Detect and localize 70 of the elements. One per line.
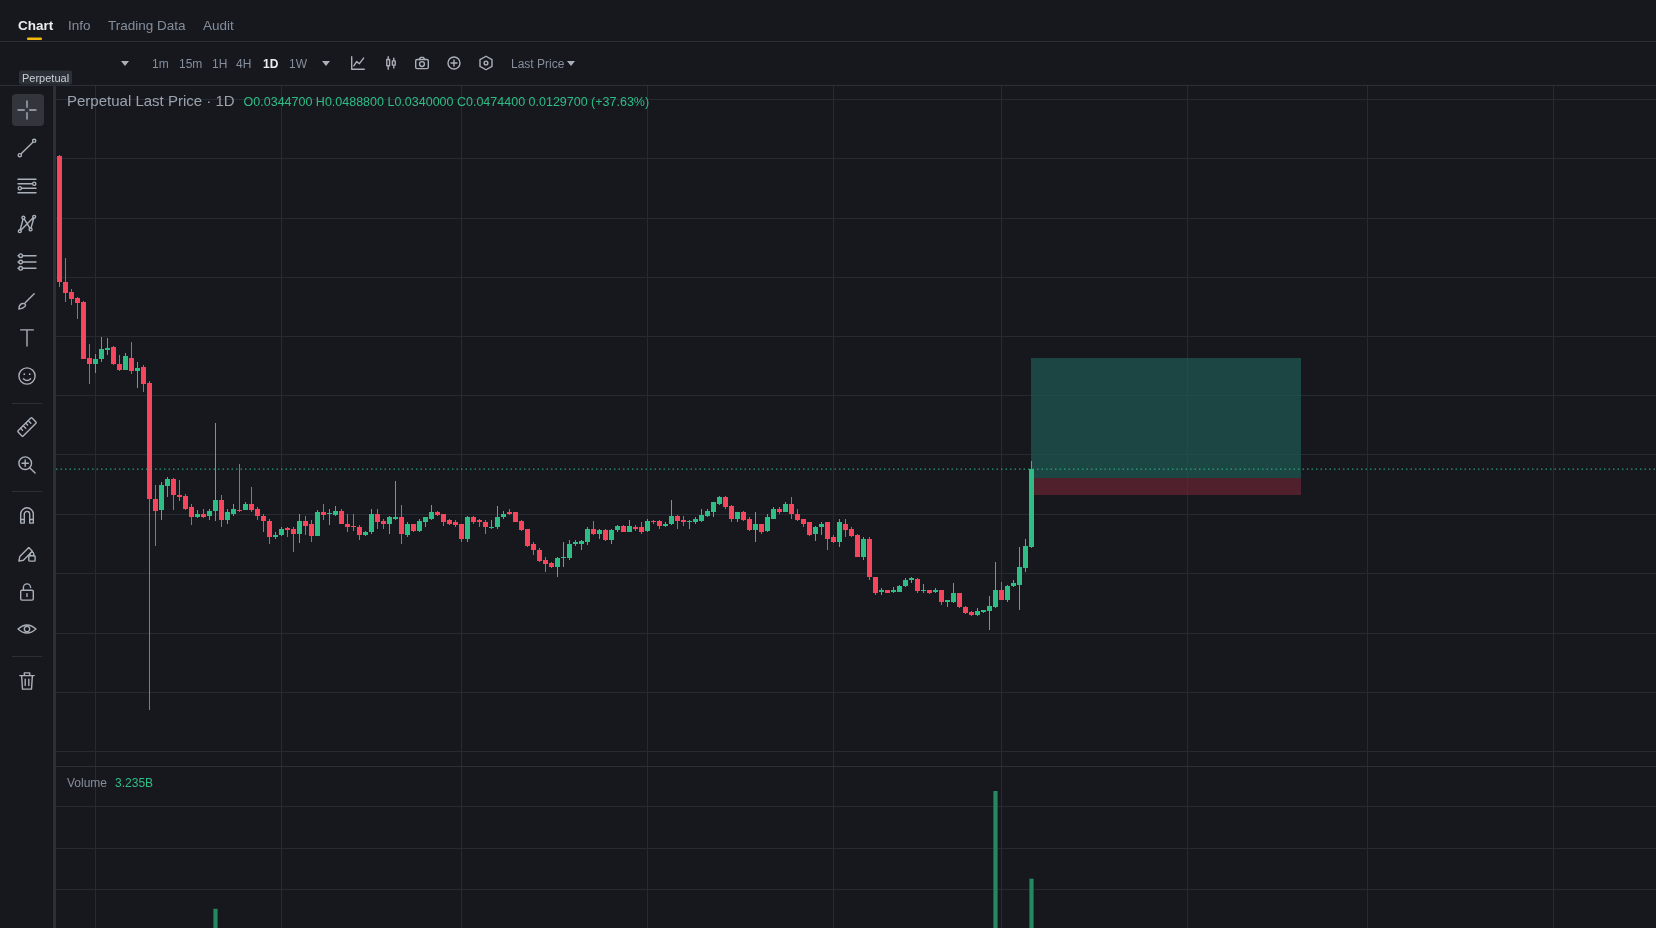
candlestick — [861, 536, 866, 561]
candlestick — [117, 354, 122, 372]
candlestick — [207, 508, 212, 520]
text: 1D — [263, 56, 279, 71]
candlestick — [363, 530, 368, 536]
candlestick — [645, 519, 650, 532]
candlestick — [921, 584, 926, 593]
candlestick — [879, 588, 884, 596]
candlestick — [357, 525, 362, 541]
candlestick — [957, 592, 962, 609]
candlestick — [783, 501, 788, 513]
candlestick — [297, 514, 302, 543]
candlestick — [603, 529, 608, 541]
candlestick — [939, 589, 944, 606]
candlestick — [237, 463, 242, 513]
candlestick — [321, 504, 326, 521]
chart-title: Volume — [67, 776, 108, 790]
chart-subtitle: O0.0344700 H0.0488800 L0.0340000 C0.0474400 0.0129700 (+37.63%) — [243, 95, 650, 109]
text: Chart — [18, 18, 54, 33]
candlestick — [753, 512, 758, 542]
candlestick — [57, 155, 62, 287]
candlestick — [885, 589, 890, 594]
candlestick — [591, 520, 596, 536]
candlestick — [153, 484, 158, 546]
candlestick — [735, 511, 740, 522]
chart-title: Perpetual Last Price · 1D — [67, 92, 235, 109]
candlestick — [999, 581, 1004, 601]
candlestick — [759, 523, 764, 535]
candlestick — [813, 525, 818, 541]
text: 1W — [289, 56, 308, 71]
candlestick — [201, 508, 206, 518]
candlestick — [369, 508, 374, 534]
candlestick — [663, 522, 668, 527]
text: 1m — [152, 56, 169, 71]
candlestick — [873, 576, 878, 596]
candlestick — [1005, 585, 1010, 602]
chart-subtitle: 3.235B — [115, 776, 154, 790]
candlestick — [219, 494, 224, 527]
candlestick — [669, 500, 674, 526]
candlestick — [495, 505, 500, 529]
text: Trading Data — [108, 18, 187, 33]
candlestick — [927, 589, 932, 595]
candlestick — [171, 478, 176, 511]
candlestick — [267, 518, 272, 544]
candlestick — [123, 353, 128, 371]
candlestick — [135, 362, 140, 388]
candlestick — [915, 578, 920, 593]
candlestick — [405, 522, 410, 538]
candlestick — [903, 578, 908, 587]
candlestick — [243, 502, 248, 511]
text: 1H — [212, 56, 228, 71]
candlestick — [111, 346, 116, 366]
candlestick — [399, 505, 404, 544]
text: Info — [68, 18, 91, 33]
text: 15m — [179, 56, 203, 71]
text: 4H — [236, 56, 252, 71]
candlestick — [411, 523, 416, 532]
candlestick — [837, 518, 842, 548]
candlestick — [909, 577, 914, 584]
candlestick — [555, 556, 560, 577]
text: Last Price — [511, 56, 565, 71]
candlestick — [789, 497, 794, 519]
candlestick — [465, 515, 470, 542]
candlestick — [609, 529, 614, 544]
candlestick — [489, 520, 494, 530]
candlestick — [627, 520, 632, 533]
candlestick — [597, 529, 602, 539]
text: Audit — [203, 18, 235, 33]
candlestick — [339, 509, 344, 525]
candlestick — [315, 510, 320, 537]
